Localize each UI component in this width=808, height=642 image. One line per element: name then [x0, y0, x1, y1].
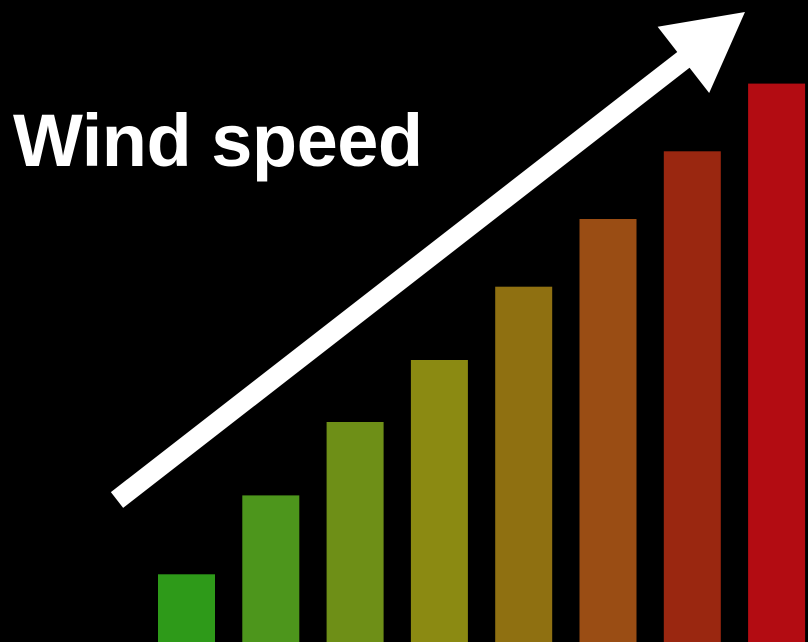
bar-4 — [410, 360, 468, 642]
bar-1 — [158, 574, 215, 642]
trend-arrow-shape — [110, 12, 745, 508]
chart-title: Wind speed — [13, 99, 423, 182]
bar-2 — [242, 495, 300, 642]
trend-arrow-icon — [110, 12, 745, 508]
bar-series — [158, 83, 806, 642]
bar-8 — [748, 83, 806, 642]
bar-7 — [663, 151, 721, 642]
bar-5 — [495, 286, 553, 642]
bar-6 — [579, 219, 637, 642]
bar-3 — [326, 422, 384, 642]
